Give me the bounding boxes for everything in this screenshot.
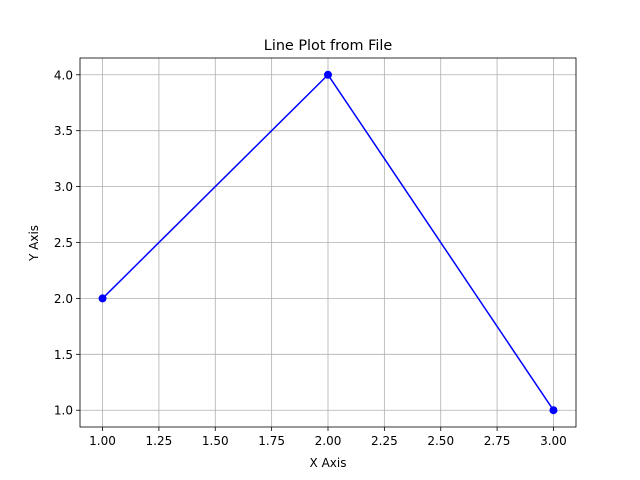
x-tick-label: 2.50 xyxy=(427,434,454,448)
y-tick-label: 3.0 xyxy=(54,180,73,194)
grid xyxy=(80,58,576,427)
x-tick-label: 1.75 xyxy=(258,434,285,448)
x-tick-label: 2.00 xyxy=(315,434,342,448)
x-ticks: 1.00 1.25 1.50 1.75 2.00 2.25 2.50 2.75 3.00 xyxy=(89,427,567,448)
data-point xyxy=(549,406,558,415)
chart-title: Line Plot from File xyxy=(264,38,393,54)
x-axis-label: X Axis xyxy=(310,456,347,470)
y-axis-label: Y Axis xyxy=(27,225,41,262)
y-ticks: 1.0 1.5 2.0 2.5 3.0 3.5 4.0 xyxy=(54,68,80,418)
y-tick-label: 1.0 xyxy=(54,404,73,418)
y-tick-label: 3.5 xyxy=(54,124,73,138)
x-tick-label: 2.75 xyxy=(484,434,511,448)
y-tick-label: 2.5 xyxy=(54,236,73,250)
x-tick-label: 2.25 xyxy=(371,434,398,448)
data-point xyxy=(98,294,107,303)
y-tick-label: 2.0 xyxy=(54,292,73,306)
x-tick-label: 1.25 xyxy=(146,434,173,448)
series xyxy=(98,70,558,415)
x-tick-label: 1.50 xyxy=(202,434,229,448)
data-point xyxy=(324,70,332,79)
x-tick-label: 3.00 xyxy=(540,434,567,448)
y-tick-label: 4.0 xyxy=(54,68,73,82)
y-tick-label: 1.5 xyxy=(54,348,73,362)
x-tick-label: 1.00 xyxy=(89,434,116,448)
